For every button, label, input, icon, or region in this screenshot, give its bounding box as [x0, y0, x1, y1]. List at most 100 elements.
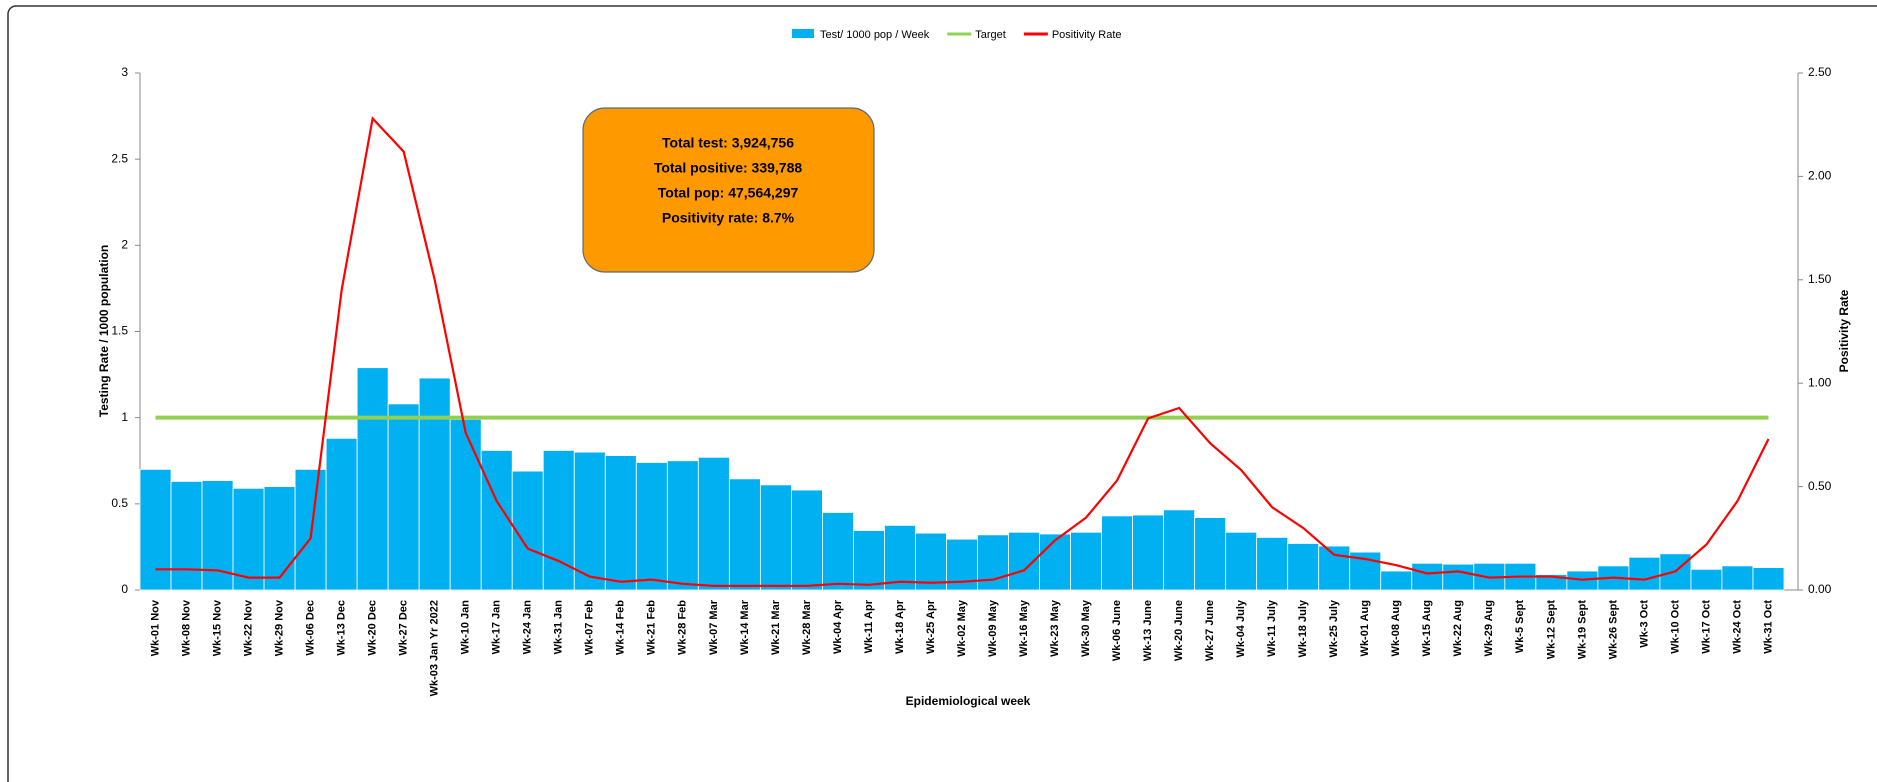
x-tick-label: Wk-20 Dec: [367, 600, 379, 656]
bar: [511, 470, 544, 591]
bar: [1380, 570, 1413, 591]
y-tick-label: 0.5: [111, 496, 128, 510]
bar: [1039, 533, 1071, 591]
x-tick-label: Wk-22 Aug: [1452, 600, 1464, 656]
x-tick-label: Wk-01 Nov: [149, 599, 161, 656]
x-tick-label: Wk-3 Oct: [1638, 600, 1650, 648]
x-tick-label: Wk-07 Mar: [708, 599, 720, 655]
bar: [1256, 537, 1289, 591]
bar: [449, 418, 482, 591]
x-tick-label: Wk-16 May: [1018, 599, 1030, 657]
bar: [1752, 567, 1785, 591]
x-tick-label: Wk-13 Dec: [336, 600, 348, 656]
x-tick-label: Wk-06 Dec: [305, 600, 317, 656]
x-tick-label: Wk-18 Apr: [894, 599, 906, 654]
x-tick-label: Wk-31 Jan: [553, 600, 565, 655]
bar: [1194, 517, 1227, 591]
x-tick-label: Wk-27 Dec: [398, 600, 410, 656]
x-tick-label: Wk-18 July: [1297, 599, 1309, 657]
y-tick-label: 2: [121, 238, 128, 252]
x-tick-label: Wk-11 July: [1266, 599, 1278, 657]
x-tick-label: Wk-17 Oct: [1700, 600, 1712, 654]
annotation-box: [582, 107, 875, 273]
x-tick-label: Wk-08 Aug: [1390, 600, 1402, 656]
x-tick-label: Wk-21 Mar: [770, 599, 782, 655]
bar: [356, 367, 389, 591]
x-tick-label: Wk-15 Nov: [211, 599, 223, 656]
y2-tick-label: 0.00: [1808, 582, 1832, 596]
x-tick-label: Wk-28 Feb: [677, 600, 689, 655]
bar: [1225, 531, 1258, 591]
annotation-text: Total positive: 339,788: [654, 160, 803, 176]
bar: [1628, 556, 1661, 591]
x-tick-label: Wk-5 Sept: [1514, 600, 1526, 654]
y2-axis-label: Positivity Rate: [1837, 289, 1851, 372]
x-tick-label: Wk-29 Nov: [273, 599, 285, 656]
bar: [418, 377, 451, 591]
bar: [170, 481, 203, 591]
bar: [1070, 531, 1102, 591]
bar: [884, 524, 916, 591]
bar: [728, 478, 761, 591]
x-tick-label: Wk-25 July: [1328, 599, 1340, 657]
x-tick-label: Wk-03 Jan Yr 2022: [429, 600, 441, 696]
x-tick-label: Wk-06 June: [1111, 600, 1123, 661]
bar: [1318, 545, 1351, 591]
annotation-text: Positivity rate: 8.7%: [662, 210, 795, 226]
x-tick-label: Wk-21 Feb: [646, 600, 658, 655]
y-tick-label: 3: [121, 65, 128, 79]
bar: [139, 468, 172, 591]
bar: [790, 489, 823, 591]
bar: [263, 486, 296, 591]
x-tick-label: Wk-07 Feb: [584, 600, 596, 655]
bar: [1287, 543, 1320, 591]
legend-label: Positivity Rate: [1052, 29, 1122, 41]
x-tick-label: Wk-20 June: [1173, 600, 1185, 661]
x-axis-label: Epidemiological week: [906, 694, 1031, 708]
x-tick-label: Wk-22 Nov: [242, 599, 254, 656]
bar: [1721, 565, 1754, 591]
x-tick-label: Wk-08 Nov: [180, 599, 192, 656]
bar: [542, 450, 575, 591]
y2-tick-label: 0.50: [1808, 479, 1832, 493]
bar: [232, 487, 265, 591]
legend-swatch: [792, 29, 814, 38]
x-tick-label: Wk-09 May: [987, 599, 999, 657]
y2-tick-label: 1.00: [1808, 375, 1832, 389]
x-tick-label: Wk-15 Aug: [1421, 600, 1433, 656]
x-tick-label: Wk-14 Feb: [615, 600, 627, 655]
bar: [480, 450, 513, 591]
x-tick-label: Wk-29 Aug: [1483, 600, 1495, 656]
y-tick-label: 1.5: [111, 324, 128, 338]
bar: [1163, 509, 1196, 591]
bar: [977, 534, 1009, 591]
x-tick-label: Wk-11 Apr: [863, 599, 875, 653]
x-tick-label: Wk-01 Aug: [1359, 600, 1371, 656]
line: [155, 116, 1770, 587]
bar: [387, 403, 420, 591]
bar: [573, 451, 606, 591]
x-tick-label: Wk-14 Mar: [739, 599, 751, 655]
bar: [915, 532, 947, 591]
x-tick-label: Wk-24 Oct: [1731, 600, 1743, 654]
y-tick-label: 0: [121, 582, 128, 596]
x-tick-label: Wk-28 Mar: [801, 599, 813, 655]
legend-label: Target: [975, 29, 1006, 41]
y2-tick-label: 2.50: [1808, 65, 1832, 79]
x-tick-label: Wk-10 Oct: [1669, 600, 1681, 654]
bar: [697, 456, 730, 591]
x-tick-label: Wk-23 May: [1049, 599, 1061, 657]
x-tick-label: Wk-26 Sept: [1607, 600, 1619, 660]
x-tick-label: Wk-02 May: [956, 599, 968, 657]
x-tick-label: Wk-27 June: [1204, 600, 1216, 661]
bar: [1101, 515, 1134, 591]
x-tick-label: Wk-17 Jan: [491, 600, 503, 655]
bar: [1690, 568, 1723, 591]
bar: [1132, 514, 1165, 591]
legend-label: Test/ 1000 pop / Week: [820, 29, 930, 41]
bar: [822, 512, 854, 591]
x-tick-label: Wk-24 Jan: [522, 600, 534, 655]
annotation-text: Total test: 3,924,756: [662, 135, 794, 151]
y2-tick-label: 2.00: [1808, 169, 1832, 183]
